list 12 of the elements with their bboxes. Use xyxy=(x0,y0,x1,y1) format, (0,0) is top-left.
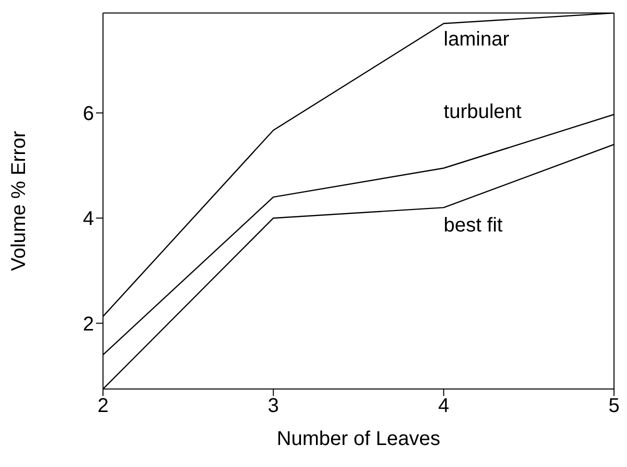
y-tick-label: 4 xyxy=(82,208,94,230)
y-tick-label: 6 xyxy=(82,103,94,126)
series-label: laminar xyxy=(444,28,510,51)
series-label: turbulent xyxy=(444,101,522,124)
y-axis-title: Volume % Error xyxy=(8,130,30,272)
x-axis-title: Number of Leaves xyxy=(276,428,440,450)
x-tick-label: 5 xyxy=(608,395,620,418)
y-tick-label: 2 xyxy=(82,313,94,336)
x-tick-label: 3 xyxy=(268,395,279,418)
x-tick-label: 2 xyxy=(97,395,109,418)
series-label: best fit xyxy=(444,214,504,237)
x-tick-label: 4 xyxy=(438,395,450,418)
